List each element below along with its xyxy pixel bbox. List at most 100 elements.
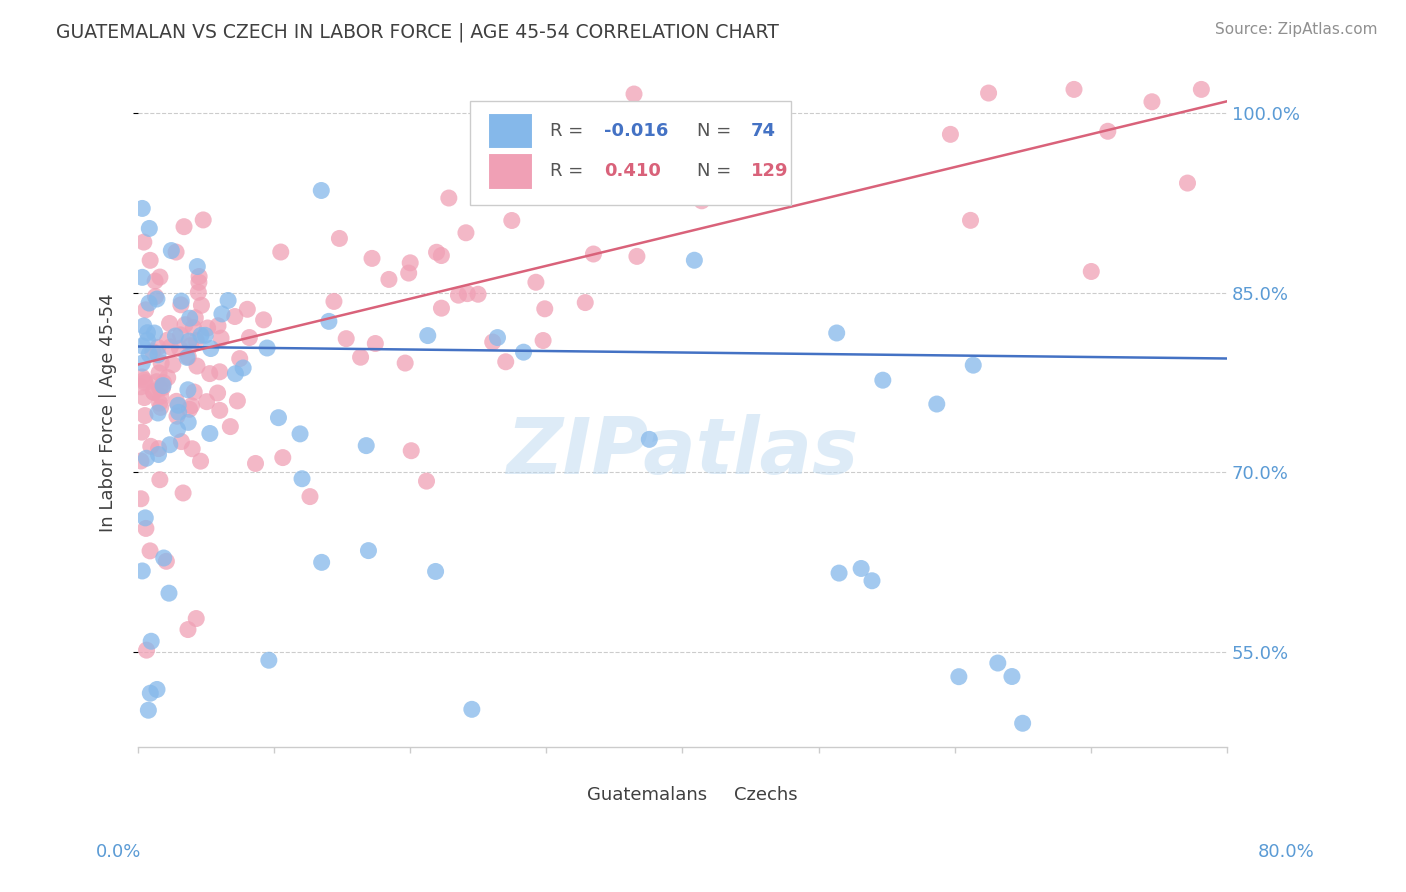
Point (169, 342, 191, 356)
Point (1140, 95, 1163, 109)
Point (149, 473, 172, 487)
Point (131, 564, 153, 578)
Point (198, 367, 221, 381)
Point (143, 274, 166, 288)
Point (142, 344, 165, 359)
Point (159, 317, 181, 331)
Point (524, 275, 547, 289)
Point (131, 339, 153, 353)
Point (177, 334, 200, 348)
Point (207, 318, 229, 333)
Point (129, 380, 152, 394)
Point (825, 326, 848, 340)
Point (180, 339, 202, 353)
Point (238, 330, 260, 344)
Point (134, 376, 156, 390)
Text: 129: 129 (751, 162, 789, 180)
Point (193, 213, 215, 227)
Point (135, 643, 157, 657)
Point (962, 358, 984, 372)
Point (131, 425, 153, 439)
FancyBboxPatch shape (699, 785, 730, 805)
Point (198, 426, 221, 441)
Point (165, 394, 187, 409)
Point (208, 403, 231, 417)
Point (132, 235, 155, 249)
Point (176, 351, 198, 365)
Point (134, 511, 156, 525)
Point (131, 202, 153, 216)
Point (598, 111, 620, 125)
Point (298, 490, 321, 504)
Point (131, 370, 153, 384)
Point (188, 269, 211, 284)
Point (426, 245, 449, 260)
Text: N =: N = (696, 162, 731, 180)
Point (425, 565, 447, 579)
Point (456, 286, 478, 301)
Point (157, 586, 180, 600)
Point (267, 410, 290, 425)
Text: Source: ZipAtlas.com: Source: ZipAtlas.com (1215, 22, 1378, 37)
Point (399, 443, 422, 458)
Point (148, 448, 170, 462)
Point (183, 384, 205, 399)
Point (939, 128, 962, 142)
Point (207, 386, 229, 401)
Point (209, 331, 232, 345)
Point (156, 370, 179, 384)
Point (959, 213, 981, 227)
Point (318, 314, 340, 328)
Point (180, 399, 202, 413)
Point (177, 623, 200, 637)
Point (177, 416, 200, 430)
Point (139, 253, 162, 268)
Point (531, 334, 554, 348)
Point (512, 345, 534, 359)
Point (271, 450, 294, 465)
Point (208, 365, 231, 379)
Point (187, 285, 209, 300)
Point (138, 296, 160, 310)
Point (533, 301, 555, 316)
Point (437, 191, 460, 205)
Point (501, 213, 523, 227)
Text: Guatemalans: Guatemalans (586, 787, 707, 805)
Text: 0.410: 0.410 (605, 162, 661, 180)
Point (948, 670, 970, 684)
Point (173, 219, 195, 234)
Point (138, 347, 160, 361)
Point (129, 491, 152, 506)
Point (148, 442, 170, 456)
Point (211, 307, 233, 321)
Point (138, 703, 160, 717)
Point (136, 334, 159, 348)
Point (146, 406, 169, 420)
Point (977, 86, 1000, 100)
Point (872, 373, 894, 387)
Point (152, 381, 174, 395)
Point (270, 245, 292, 260)
Point (159, 438, 181, 452)
Point (226, 393, 249, 408)
Point (394, 356, 416, 370)
Point (184, 310, 207, 325)
Point (183, 320, 205, 334)
Point (167, 398, 190, 412)
Point (145, 375, 167, 389)
Point (430, 301, 453, 315)
Point (139, 439, 162, 453)
Point (190, 298, 212, 312)
Point (134, 391, 156, 405)
Point (172, 486, 194, 500)
Point (461, 702, 484, 716)
Point (219, 419, 242, 434)
Point (849, 561, 872, 575)
Y-axis label: In Labor Force | Age 45-54: In Labor Force | Age 45-54 (100, 293, 117, 532)
Point (311, 555, 333, 569)
Point (349, 350, 371, 364)
Point (146, 340, 169, 354)
Point (139, 544, 162, 558)
Point (256, 341, 278, 355)
Point (197, 321, 219, 335)
